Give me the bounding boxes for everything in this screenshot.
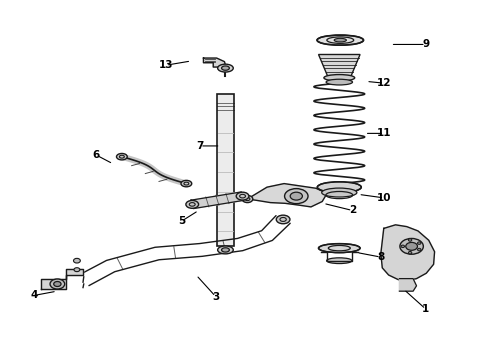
Ellipse shape	[406, 242, 417, 250]
Ellipse shape	[74, 268, 80, 272]
Ellipse shape	[181, 180, 192, 187]
Text: 7: 7	[196, 141, 204, 151]
Polygon shape	[381, 225, 435, 280]
Polygon shape	[191, 192, 244, 208]
Ellipse shape	[218, 246, 233, 254]
Ellipse shape	[400, 238, 423, 254]
Ellipse shape	[285, 189, 308, 204]
Polygon shape	[41, 269, 83, 289]
Text: 6: 6	[92, 150, 99, 160]
Ellipse shape	[417, 248, 421, 251]
Ellipse shape	[221, 248, 229, 252]
Ellipse shape	[408, 239, 412, 241]
Text: 3: 3	[212, 292, 220, 302]
Ellipse shape	[417, 242, 421, 244]
Ellipse shape	[50, 279, 65, 289]
Ellipse shape	[326, 79, 352, 85]
FancyBboxPatch shape	[217, 94, 234, 246]
Ellipse shape	[236, 192, 249, 200]
Ellipse shape	[117, 153, 127, 160]
Text: 8: 8	[377, 252, 385, 262]
Ellipse shape	[318, 182, 361, 193]
Text: 1: 1	[422, 304, 429, 314]
Ellipse shape	[221, 66, 229, 70]
Text: 13: 13	[159, 60, 173, 70]
Ellipse shape	[290, 192, 302, 200]
Ellipse shape	[318, 244, 360, 253]
Polygon shape	[399, 279, 416, 291]
Ellipse shape	[276, 215, 290, 224]
Ellipse shape	[324, 75, 355, 81]
Polygon shape	[203, 58, 225, 67]
Text: 5: 5	[178, 216, 185, 226]
Text: 11: 11	[377, 129, 392, 138]
Text: 9: 9	[422, 40, 429, 49]
Ellipse shape	[401, 245, 405, 248]
Polygon shape	[318, 54, 360, 78]
Polygon shape	[247, 184, 327, 207]
Ellipse shape	[74, 258, 80, 263]
Text: 2: 2	[349, 206, 356, 216]
Ellipse shape	[327, 258, 352, 264]
Text: 10: 10	[377, 193, 392, 203]
Ellipse shape	[408, 251, 412, 254]
Text: 4: 4	[30, 291, 38, 301]
Ellipse shape	[334, 39, 346, 42]
Text: 12: 12	[377, 78, 392, 88]
Ellipse shape	[322, 188, 357, 197]
Ellipse shape	[317, 35, 364, 45]
Ellipse shape	[218, 64, 233, 72]
Ellipse shape	[186, 201, 198, 208]
Ellipse shape	[242, 195, 253, 203]
Ellipse shape	[54, 282, 61, 287]
